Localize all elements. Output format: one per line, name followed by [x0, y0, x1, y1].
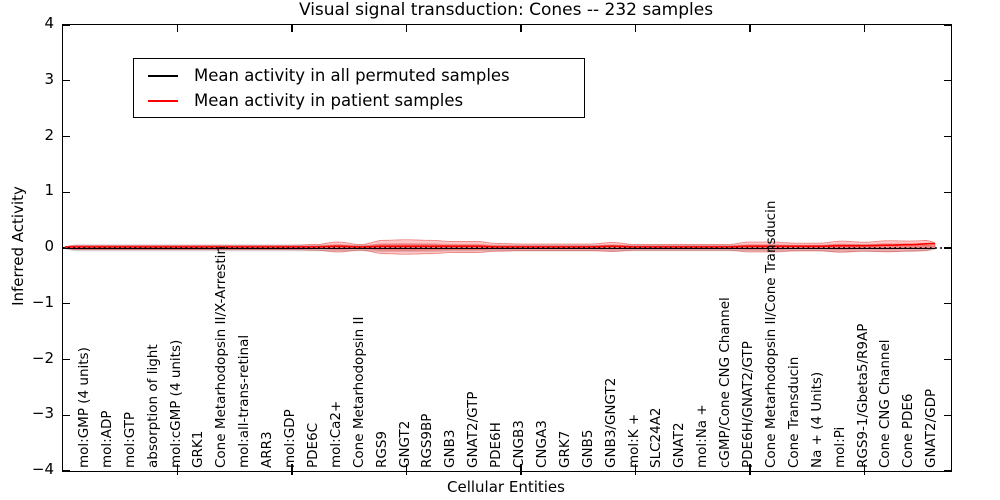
legend-item: Mean activity in all permuted samples — [148, 66, 584, 85]
x-tick-label: GNB3 — [442, 429, 459, 468]
x-tick-mark-bottom — [634, 464, 637, 475]
x-tick-label: mol:Na + — [694, 404, 711, 468]
x-tick-label: cGMP/Cone CNG Channel — [717, 297, 734, 468]
x-tick-mark-bottom — [176, 464, 179, 475]
y-tick-label: −4 — [31, 460, 54, 478]
x-tick-label: ARR3 — [259, 431, 276, 468]
x-tick-label: mol:all-trans-retinal — [236, 334, 253, 468]
x-tick-label: Cone CNG Channel — [877, 339, 894, 468]
y-tick-label: 4 — [44, 14, 54, 32]
legend-line-swatch — [148, 99, 178, 102]
x-tick-mark-top — [291, 25, 293, 32]
x-tick-label: mol:K + — [625, 413, 642, 468]
y-tick-label: −3 — [31, 404, 54, 423]
y-tick-label: −1 — [31, 292, 54, 311]
y-tick-mark — [63, 358, 70, 361]
x-tick-label: mol:GMP (4 units) — [75, 347, 92, 468]
x-tick-mark-bottom — [749, 464, 751, 475]
y-tick-mark — [63, 135, 70, 138]
x-tick-label: GNAT2 — [671, 422, 688, 468]
x-tick-label: Cone PDE6 — [900, 393, 917, 469]
y-tick-mark — [63, 24, 70, 26]
y-tick-mark — [944, 470, 951, 472]
y-tick-label: 0 — [44, 237, 54, 255]
legend-label: Mean activity in patient samples — [194, 91, 464, 110]
x-tick-label: PDE6H — [488, 422, 505, 468]
x-tick-label: PDE6H/GNAT2/GTP — [740, 341, 756, 468]
y-tick-mark — [63, 470, 70, 472]
chart-title: Visual signal transduction: Cones -- 232… — [298, 0, 714, 20]
y-tick-mark — [944, 191, 951, 193]
patient-mean-line — [65, 242, 936, 248]
x-tick-label: Na + (4 Units) — [808, 371, 825, 468]
x-axis-title: Cellular Entities — [447, 478, 565, 496]
x-tick-label: mol:GTP — [121, 411, 138, 468]
legend: Mean activity in all permuted samples Mea… — [133, 58, 585, 118]
x-tick-label: mol:Ca2+ — [327, 400, 344, 468]
x-tick-mark-bottom — [405, 464, 408, 475]
x-tick-label: RGS9BP — [419, 413, 436, 468]
x-tick-mark-top — [520, 25, 522, 32]
chart-canvas — [63, 239, 951, 255]
x-tick-mark-bottom — [520, 464, 522, 475]
y-tick-mark — [944, 303, 951, 305]
x-tick-label: GNB5 — [579, 429, 596, 468]
y-tick-mark — [944, 135, 951, 138]
x-tick-label: GNAT2/GDP — [923, 388, 940, 468]
x-tick-label: SLC24A2 — [648, 407, 665, 468]
x-tick-label: GNB3/GNGT2 — [602, 377, 619, 468]
x-tick-label: RGS9 — [373, 431, 390, 468]
x-tick-mark-top — [634, 25, 637, 32]
x-tick-label: Cone Metarhodopsin II/Cone Transducin — [762, 200, 779, 468]
y-tick-label: 1 — [44, 181, 54, 200]
x-tick-label: GRK7 — [556, 430, 573, 468]
x-tick-mark-bottom — [291, 464, 293, 475]
x-tick-label: Cone Transducin — [785, 356, 802, 468]
x-tick-label: GNAT2/GTP — [465, 391, 482, 469]
y-tick-mark — [944, 414, 951, 416]
x-tick-label: PDE6C — [304, 422, 321, 468]
y-tick-label: 2 — [44, 125, 54, 144]
x-tick-label: mol:ADP — [98, 410, 115, 468]
x-tick-mark-top — [176, 25, 179, 32]
x-tick-label: absorption of light — [144, 344, 161, 468]
y-tick-mark — [944, 24, 951, 26]
legend-item: Mean activity in patient samples — [148, 91, 584, 110]
y-tick-mark — [944, 247, 951, 249]
x-tick-label: Cone Metarhodopsin II/X-Arrestin — [213, 246, 230, 468]
legend-label: Mean activity in all permuted samples — [194, 66, 510, 85]
y-tick-mark — [63, 303, 70, 305]
x-tick-label: Cone Metarhodopsin II — [350, 316, 367, 468]
x-tick-label: GRK1 — [190, 430, 207, 468]
x-tick-label: CNGB3 — [511, 420, 527, 468]
x-tick-label: CNGA3 — [533, 420, 550, 468]
x-tick-label: GNGT2 — [396, 420, 413, 468]
y-tick-mark — [63, 414, 70, 416]
x-tick-mark-top — [749, 25, 751, 32]
y-tick-mark — [63, 80, 70, 82]
legend-line-swatch — [148, 74, 178, 77]
x-tick-mark-top — [863, 25, 866, 32]
x-tick-label: RGS9-1/Gbeta5/R9AP — [854, 323, 871, 468]
x-tick-label: mol:Pi — [831, 426, 848, 468]
y-tick-mark — [63, 191, 70, 193]
x-tick-label: mol:GDP — [282, 409, 298, 468]
x-tick-mark-bottom — [863, 464, 866, 475]
y-tick-label: 3 — [44, 69, 54, 88]
y-tick-mark — [944, 80, 951, 82]
y-tick-label: −2 — [31, 348, 54, 367]
plot-area: Mean activity in all permuted samples Mea… — [62, 24, 952, 475]
y-tick-mark — [944, 358, 951, 361]
x-tick-label: mol:cGMP (4 units) — [167, 339, 184, 468]
x-tick-mark-top — [405, 25, 408, 32]
